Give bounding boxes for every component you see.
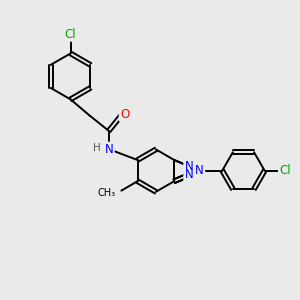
Text: N: N [185,168,194,182]
Text: Cl: Cl [279,164,292,177]
Text: N: N [194,164,204,177]
Text: N: N [184,168,194,182]
Text: H: H [92,142,100,153]
Text: N: N [104,142,114,156]
Text: Cl: Cl [64,28,77,41]
Text: Cl: Cl [279,164,291,177]
Text: N: N [185,160,194,173]
Text: O: O [120,108,129,121]
Text: N: N [195,164,204,177]
Text: CH₃: CH₃ [98,188,116,198]
Text: Cl: Cl [65,28,76,41]
Text: O: O [120,108,130,121]
Text: N: N [184,160,194,173]
Text: N: N [104,142,113,156]
